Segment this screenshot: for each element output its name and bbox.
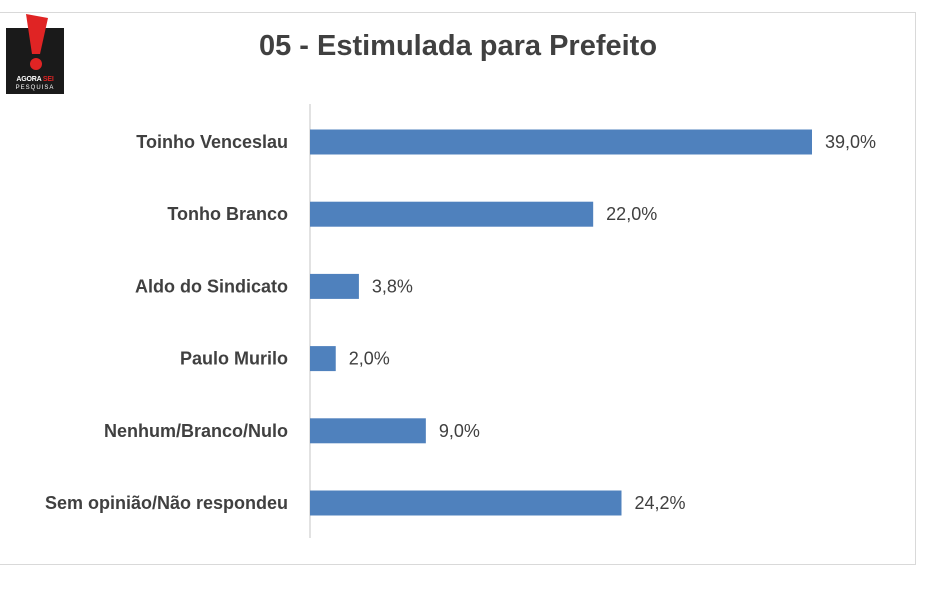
value-label: 24,2% (634, 493, 685, 513)
logo-brand: AGORA SEI (7, 76, 63, 83)
bar (310, 418, 426, 444)
category-label: Paulo Murilo (180, 349, 288, 369)
logo-brand-left: AGORA (16, 76, 42, 83)
bar (310, 201, 594, 227)
value-label: 39,0% (825, 132, 876, 152)
category-label: Tonho Branco (167, 204, 288, 224)
category-label: Nenhum/Branco/Nulo (104, 421, 288, 441)
category-label: Sem opinião/Não respondeu (45, 493, 288, 513)
bar (310, 346, 336, 372)
value-label: 3,8% (372, 276, 413, 296)
value-label: 22,0% (606, 204, 657, 224)
logo-brand-right: SEI (42, 76, 54, 83)
value-label: 9,0% (439, 421, 480, 441)
bar (310, 129, 812, 155)
category-label: Aldo do Sindicato (135, 276, 288, 296)
chart-frame (0, 12, 916, 565)
bar (310, 273, 359, 299)
exclamation-icon (26, 14, 48, 70)
chart-title: 05 - Estimulada para Prefeito (258, 30, 658, 62)
logo-subtitle: PESQUISA (15, 85, 55, 91)
value-label: 2,0% (349, 349, 390, 369)
agora-sei-logo: AGORA SEI PESQUISA (6, 14, 64, 94)
bar (310, 490, 622, 516)
category-label: Toinho Venceslau (136, 132, 288, 152)
